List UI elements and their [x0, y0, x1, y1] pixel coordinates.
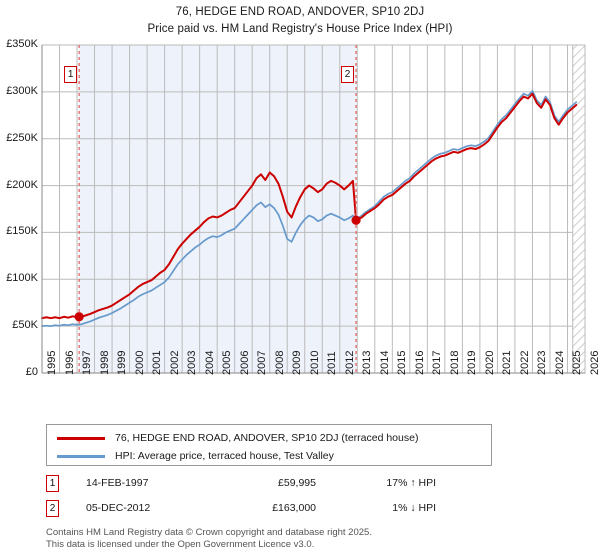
x-axis-tick-label: 2012 [343, 350, 356, 375]
x-axis-tick-label: 2006 [238, 350, 251, 375]
x-axis-tick-label: 2025 [571, 350, 584, 375]
x-axis-tick-label: 2024 [553, 350, 566, 375]
x-axis-tick-label: 2002 [168, 350, 181, 375]
x-axis-tick-label: 2016 [413, 350, 426, 375]
y-axis-tick-label: £300K [6, 84, 38, 97]
title-line-2: Price paid vs. HM Land Registry's House … [147, 23, 453, 35]
transaction-price: £59,995 [278, 477, 316, 489]
transaction-row: 2 05-DEC-2012 £163,000 1% ↓ HPI [46, 498, 486, 523]
title-line-1: 76, HEDGE END ROAD, ANDOVER, SP10 2DJ [175, 6, 425, 18]
x-axis-tick-label: 2000 [133, 350, 146, 375]
x-axis-tick-label: 2005 [221, 350, 234, 375]
transaction-hpi-delta: 17% ↑ HPI [386, 477, 436, 489]
x-axis-tick-label: 1998 [98, 350, 111, 375]
x-axis-tick-label: 2010 [308, 350, 321, 375]
x-axis-tick-label: 2008 [273, 350, 286, 375]
x-axis-tick-label: 2001 [151, 350, 164, 375]
x-axis-tick-label: 2023 [536, 350, 549, 375]
chart-legend: 76, HEDGE END ROAD, ANDOVER, SP10 2DJ (t… [46, 424, 492, 466]
y-axis-tick-label: £150K [6, 225, 38, 238]
x-axis-tick-label: 2021 [501, 350, 514, 375]
footer-line-2: This data is licensed under the Open Gov… [46, 538, 315, 550]
x-axis-tick-label: 2013 [361, 350, 374, 375]
x-axis-tick-label: 2018 [448, 350, 461, 375]
chart-marker-badge: 1 [64, 66, 78, 83]
chart-container: £0 £50K £100K £150K £200K £250K £300K £350K 1 2 [0, 38, 600, 378]
legend-label: HPI: Average price, terraced house, Test… [115, 450, 334, 462]
legend-label: 76, HEDGE END ROAD, ANDOVER, SP10 2DJ (t… [115, 432, 419, 444]
y-axis-tick-label: £350K [6, 38, 38, 50]
transaction-index-badge: 2 [46, 500, 59, 517]
page-title: 76, HEDGE END ROAD, ANDOVER, SP10 2DJ Pr… [0, 4, 600, 38]
x-axis-tick-label: 2004 [203, 350, 216, 375]
x-axis-tick-label: 1997 [81, 350, 94, 375]
x-axis-tick-label: 2019 [466, 350, 479, 375]
x-axis-tick-label: 2011 [326, 351, 339, 375]
x-axis-tick-label: 2017 [431, 350, 444, 375]
y-axis-tick-label: £50K [12, 319, 38, 332]
y-axis-tick-label: £100K [6, 272, 38, 285]
legend-color-swatch [57, 437, 105, 440]
x-axis-labels: 1995 1996 1997 1998 1999 2000 2001 2002 2003 2004… [42, 351, 600, 413]
transaction-hpi-delta: 1% ↓ HPI [392, 502, 436, 514]
x-axis-tick-label: 1999 [116, 350, 129, 375]
transaction-date: 05-DEC-2012 [86, 502, 151, 514]
transactions-table: 1 14-FEB-1997 £59,995 17% ↑ HPI 2 05-DEC-2012… [46, 473, 486, 523]
footer-line-1: Contains HM Land Registry data © Crown c… [46, 527, 372, 538]
transaction-price: £163,000 [272, 502, 316, 514]
x-axis-tick-label: 1996 [63, 350, 76, 375]
x-axis-tick-label: 2007 [256, 350, 269, 375]
transaction-index-badge: 1 [46, 475, 59, 492]
x-axis-tick-label: 2026 [589, 350, 600, 375]
y-axis-tick-label: £250K [6, 131, 38, 144]
y-axis-tick-label: £200K [6, 178, 38, 191]
x-axis-tick-label: 2009 [291, 350, 304, 375]
chart-svg [41, 44, 586, 374]
chart-marker-badge: 2 [341, 66, 355, 83]
plot-area [41, 44, 586, 374]
legend-color-swatch [57, 455, 105, 458]
x-axis-tick-label: 2003 [186, 350, 199, 375]
x-axis-tick-label: 2020 [483, 350, 496, 375]
y-axis-tick-label: £0 [25, 366, 38, 378]
transaction-date: 14-FEB-1997 [86, 477, 149, 489]
x-axis-tick-label: 2022 [518, 350, 531, 375]
x-axis-tick-label: 2014 [378, 350, 391, 375]
x-axis-tick-label: 2015 [396, 350, 409, 375]
transaction-row: 1 14-FEB-1997 £59,995 17% ↑ HPI [46, 473, 486, 498]
x-axis-tick-label: 1995 [46, 350, 58, 375]
footer-attribution: Contains HM Land Registry data © Crown c… [46, 527, 566, 550]
